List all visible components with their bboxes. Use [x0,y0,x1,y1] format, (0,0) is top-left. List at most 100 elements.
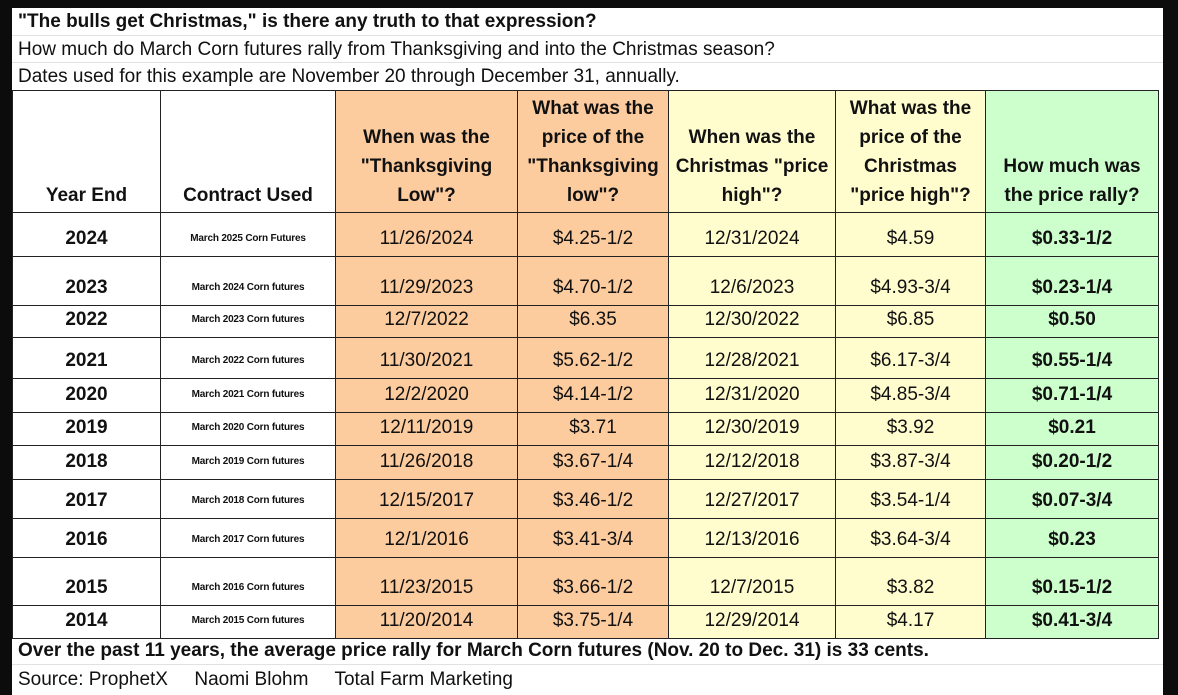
cell-year-end: 2019 [12,412,161,446]
table-row: 2019 March 2020 Corn futures 12/11/2019 $3.… [12,412,1159,446]
cell-thanksgiving-date: 11/29/2023 [335,256,518,306]
cell-rally: $0.15-1/2 [985,557,1159,606]
cell-contract: March 2020 Corn futures [160,412,336,446]
cell-christmas-date: 12/27/2017 [668,479,836,519]
table-row: 2024 March 2025 Corn Futures 11/26/2024 $4.… [12,212,1159,257]
cell-thanksgiving-date: 11/20/2014 [335,605,518,639]
cell-rally: $0.50 [985,305,1159,338]
cell-rally: $0.71-1/4 [985,378,1159,413]
cell-year-end: 2018 [12,445,161,480]
cell-thanksgiving-price: $3.46-1/2 [517,479,669,519]
cell-contract: March 2022 Corn futures [160,337,336,379]
cell-christmas-date: 12/13/2016 [668,518,836,558]
cell-thanksgiving-price: $3.75-1/4 [517,605,669,639]
rally-table: Year End Contract Used When was the "Tha… [12,90,1159,639]
cell-christmas-date: 12/29/2014 [668,605,836,639]
cell-thanksgiving-price: $3.66-1/2 [517,557,669,606]
cell-contract: March 2018 Corn futures [160,479,336,519]
cell-thanksgiving-date: 12/15/2017 [335,479,518,519]
header-contract: Contract Used [160,90,336,213]
cell-thanksgiving-date: 11/26/2024 [335,212,518,257]
header-thanksgiving-date: When was the "Thanksgiving Low"? [335,90,518,213]
header-thanksgiving-price: What was the price of the "Thanksgiving … [517,90,669,213]
source: Source: ProphetX Naomi Blohm Total Farm … [18,669,513,690]
cell-contract: March 2016 Corn futures [160,557,336,606]
cell-christmas-price: $3.82 [835,557,986,606]
table-row: 2014 March 2015 Corn futures 11/20/2014 $3.… [12,605,1159,639]
cell-year-end: 2017 [12,479,161,519]
cell-thanksgiving-price: $4.25-1/2 [517,212,669,257]
cell-christmas-date: 12/31/2024 [668,212,836,257]
table-row: 2015 March 2016 Corn futures 11/23/2015 $3.… [12,557,1159,606]
subtitle: How much do March Corn futures rally fro… [12,36,1163,63]
spreadsheet: "The bulls get Christmas," is there any … [12,8,1163,695]
cell-rally: $0.20-1/2 [985,445,1159,480]
cell-thanksgiving-price: $3.71 [517,412,669,446]
cell-year-end: 2020 [12,378,161,413]
cell-christmas-price: $6.85 [835,305,986,338]
cell-thanksgiving-price: $3.67-1/4 [517,445,669,480]
header-row: Year End Contract Used When was the "Tha… [12,90,1159,213]
cell-thanksgiving-price: $4.70-1/2 [517,256,669,306]
header-year-end: Year End [12,90,161,213]
cell-christmas-date: 12/6/2023 [668,256,836,306]
cell-christmas-price: $4.59 [835,212,986,257]
cell-christmas-date: 12/30/2019 [668,412,836,446]
cell-year-end: 2014 [12,605,161,639]
cell-contract: March 2015 Corn futures [160,605,336,639]
cell-christmas-price: $4.85-3/4 [835,378,986,413]
table-row: 2022 March 2023 Corn futures 12/7/2022 $6.3… [12,305,1159,338]
cell-contract: March 2023 Corn futures [160,305,336,338]
cell-rally: $0.07-3/4 [985,479,1159,519]
cell-thanksgiving-date: 12/11/2019 [335,412,518,446]
cell-thanksgiving-date: 11/26/2018 [335,445,518,480]
header-rally: How much was the price rally? [985,90,1159,213]
cell-thanksgiving-price: $4.14-1/2 [517,378,669,413]
note: Dates used for this example are November… [18,66,680,87]
cell-thanksgiving-date: 12/2/2020 [335,378,518,413]
cell-contract: March 2025 Corn Futures [160,212,336,257]
cell-thanksgiving-date: 12/1/2016 [335,518,518,558]
cell-christmas-price: $3.54-1/4 [835,479,986,519]
cell-year-end: 2016 [12,518,161,558]
table-row: 2020 March 2021 Corn futures 12/2/2020 $4.1… [12,378,1159,413]
cell-christmas-date: 12/30/2022 [668,305,836,338]
title: "The bulls get Christmas," is there any … [12,8,1163,36]
table-row: 2016 March 2017 Corn futures 12/1/2016 $3.4… [12,518,1159,558]
table-row: 2023 March 2024 Corn futures 11/29/2023 $4.… [12,256,1159,306]
cell-christmas-price: $3.92 [835,412,986,446]
cell-contract: March 2024 Corn futures [160,256,336,306]
cell-rally: $0.23 [985,518,1159,558]
cell-rally: $0.41-3/4 [985,605,1159,639]
cell-christmas-price: $3.64-3/4 [835,518,986,558]
cell-christmas-date: 12/7/2015 [668,557,836,606]
cell-rally: $0.33-1/2 [985,212,1159,257]
cell-contract: March 2019 Corn futures [160,445,336,480]
cell-year-end: 2021 [12,337,161,379]
cell-christmas-date: 12/12/2018 [668,445,836,480]
header-christmas-date: When was the Christmas "price high"? [668,90,836,213]
cell-thanksgiving-price: $6.35 [517,305,669,338]
cell-year-end: 2015 [12,557,161,606]
cell-year-end: 2023 [12,256,161,306]
table-row: 2021 March 2022 Corn futures 11/30/2021 $5.… [12,337,1159,379]
table-row: 2018 March 2019 Corn futures 11/26/2018 $3.… [12,445,1159,480]
cell-christmas-price: $4.93-3/4 [835,256,986,306]
cell-rally: $0.21 [985,412,1159,446]
cell-christmas-price: $4.17 [835,605,986,639]
cell-year-end: 2024 [12,212,161,257]
header-christmas-price: What was the price of the Christmas "pri… [835,90,986,213]
cell-christmas-price: $3.87-3/4 [835,445,986,480]
cell-thanksgiving-date: 12/7/2022 [335,305,518,338]
cell-rally: $0.23-1/4 [985,256,1159,306]
cell-contract: March 2021 Corn futures [160,378,336,413]
cell-thanksgiving-price: $3.41-3/4 [517,518,669,558]
cell-christmas-price: $6.17-3/4 [835,337,986,379]
cell-thanksgiving-date: 11/23/2015 [335,557,518,606]
cell-thanksgiving-date: 11/30/2021 [335,337,518,379]
summary: Over the past 11 years, the average pric… [12,637,1163,665]
cell-rally: $0.55-1/4 [985,337,1159,379]
cell-contract: March 2017 Corn futures [160,518,336,558]
cell-christmas-date: 12/28/2021 [668,337,836,379]
cell-year-end: 2022 [12,305,161,338]
